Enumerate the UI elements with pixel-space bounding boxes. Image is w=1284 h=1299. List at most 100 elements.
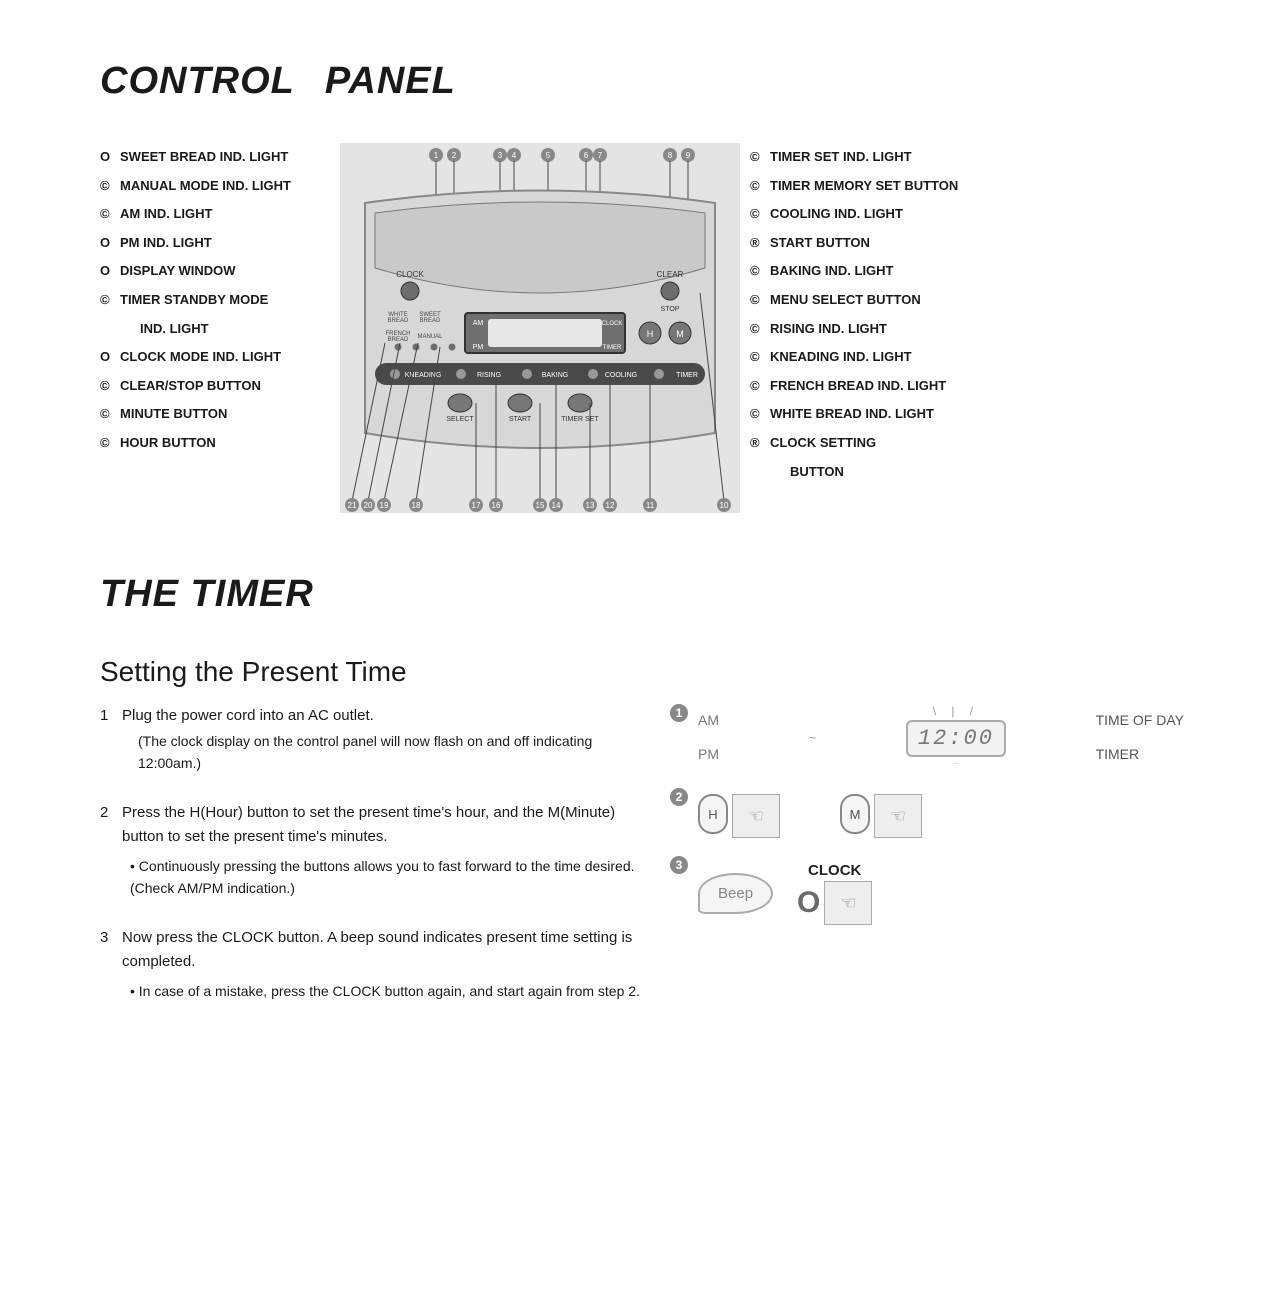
svg-text:21: 21 <box>348 501 357 510</box>
step-sub: (The clock display on the control panel … <box>122 730 640 775</box>
illus-number-2: 2 <box>670 788 688 806</box>
illus-time-of-day: TIME OF DAY <box>1096 712 1184 728</box>
label-row: ©MENU SELECT BUTTON <box>750 286 1010 315</box>
label-text: MINUTE BUTTON <box>120 400 227 429</box>
diagram-timer: TIMER <box>603 345 622 351</box>
label-text: HOUR BUTTON <box>120 429 216 458</box>
control-panel-diagram: 123456789 CLOCK CLEAR <box>340 143 740 513</box>
illus-beep: Beep <box>698 873 773 914</box>
bullet: © <box>750 400 764 429</box>
bullet: © <box>750 143 764 172</box>
label-row: ®START BUTTON <box>750 229 1010 258</box>
label-text-cont: BUTTON <box>770 458 844 487</box>
svg-text:TIMER: TIMER <box>676 372 698 379</box>
diagram-select: SELECT <box>446 416 474 423</box>
label-text: CLEAR/STOP BUTTON <box>120 372 261 401</box>
label-row: ©BAKING IND. LIGHT <box>750 257 1010 286</box>
step-bullet: • Continuously pressing the buttons allo… <box>122 855 640 900</box>
bullet: O <box>100 257 114 286</box>
label-text: COOLING IND. LIGHT <box>770 200 903 229</box>
bullet: ® <box>750 429 764 458</box>
svg-text:2: 2 <box>452 151 457 160</box>
bullet: © <box>750 343 764 372</box>
diagram-clock2: CLOCK <box>602 321 623 327</box>
illus-m-button: M <box>840 794 870 834</box>
label-text: PM IND. LIGHT <box>120 229 212 258</box>
steps-text-column: 1Plug the power cord into an AC outlet.(… <box>100 704 640 1028</box>
label-text: MENU SELECT BUTTON <box>770 286 921 315</box>
label-row: ®CLOCK SETTING <box>750 429 1010 458</box>
label-text: DISPLAY WINDOW <box>120 257 236 286</box>
label-row: ©MINUTE BUTTON <box>100 400 330 429</box>
step-number: 2 <box>100 801 114 900</box>
label-row: OCLOCK MODE IND. LIGHT <box>100 343 330 372</box>
bullet: © <box>100 429 114 458</box>
svg-text:16: 16 <box>492 501 501 510</box>
bullet: © <box>100 200 114 229</box>
svg-text:8: 8 <box>668 151 673 160</box>
steps-illustration-column: 1 AM PM ~ \ | / 12:00 ~ TIME OF DAY <box>670 704 1184 925</box>
step-text: Press the H(Hour) button to set the pres… <box>122 801 640 849</box>
label-row: ©HOUR BUTTON <box>100 429 330 458</box>
diagram-start: START <box>509 416 532 423</box>
svg-text:6: 6 <box>584 151 589 160</box>
svg-text:10: 10 <box>720 501 729 510</box>
bullet: ® <box>750 229 764 258</box>
label-text: WHITE BREAD IND. LIGHT <box>770 400 934 429</box>
step-text: Plug the power cord into an AC outlet. <box>122 704 640 728</box>
diagram-m: M <box>676 329 684 339</box>
label-row-cont: IND. LIGHT <box>100 315 330 344</box>
label-text: CLOCK SETTING <box>770 429 876 458</box>
illus-clock-o: O <box>797 886 820 920</box>
label-row: ©COOLING IND. LIGHT <box>750 200 1010 229</box>
illus-h-button: H <box>698 794 728 834</box>
illus-lcd: 12:00 <box>906 720 1006 757</box>
step-text: Now press the CLOCK button. A beep sound… <box>122 926 640 974</box>
svg-text:5: 5 <box>546 151 551 160</box>
bullet: O <box>100 229 114 258</box>
step: 2Press the H(Hour) button to set the pre… <box>100 801 640 900</box>
timer-title: THE TIMER <box>100 573 1184 616</box>
illus-am: AM <box>698 712 719 728</box>
illus-pm: PM <box>698 746 719 762</box>
label-text: MANUAL MODE IND. LIGHT <box>120 172 291 201</box>
hand-icon: ☜ <box>824 881 872 925</box>
step-bullet: • In case of a mistake, press the CLOCK … <box>122 980 640 1002</box>
label-text: CLOCK MODE IND. LIGHT <box>120 343 281 372</box>
label-text: SWEET BREAD IND. LIGHT <box>120 143 288 172</box>
label-row: ODISPLAY WINDOW <box>100 257 330 286</box>
hand-icon: ☜ <box>732 794 780 838</box>
right-label-column: ©TIMER SET IND. LIGHT©TIMER MEMORY SET B… <box>750 143 1010 486</box>
bullet: © <box>100 172 114 201</box>
svg-text:BREAD: BREAD <box>420 318 441 324</box>
illus-step-3: 3 Beep CLOCK O ☜ <box>670 856 1184 925</box>
label-row: ©TIMER STANDBY MODE <box>100 286 330 315</box>
label-text: AM IND. LIGHT <box>120 200 212 229</box>
svg-text:BREAD: BREAD <box>388 337 409 343</box>
label-text: TIMER SET IND. LIGHT <box>770 143 912 172</box>
label-row: ©FRENCH BREAD IND. LIGHT <box>750 372 1010 401</box>
svg-text:18: 18 <box>412 501 421 510</box>
diagram-stop-label: STOP <box>661 306 680 313</box>
label-row: OPM IND. LIGHT <box>100 229 330 258</box>
svg-text:1: 1 <box>434 151 439 160</box>
title-part2: PANEL <box>325 60 456 102</box>
svg-text:11: 11 <box>646 501 655 510</box>
timer-subtitle: Setting the Present Time <box>100 656 1184 688</box>
left-label-column: OSWEET BREAD IND. LIGHT©MANUAL MODE IND.… <box>100 143 330 458</box>
bullet: O <box>100 343 114 372</box>
svg-text:3: 3 <box>498 151 503 160</box>
illus-step-2: 2 H ☜ M ☜ <box>670 788 1184 838</box>
svg-text:BREAD: BREAD <box>388 318 409 324</box>
illus-timer: TIMER <box>1096 746 1184 762</box>
bullet: © <box>750 257 764 286</box>
diagram-clock-label: CLOCK <box>396 270 424 279</box>
label-text-cont: IND. LIGHT <box>120 315 209 344</box>
control-panel-section: OSWEET BREAD IND. LIGHT©MANUAL MODE IND.… <box>100 143 1184 513</box>
bullet: © <box>100 286 114 315</box>
svg-text:RISING: RISING <box>477 372 501 379</box>
label-row: ©TIMER MEMORY SET BUTTON <box>750 172 1010 201</box>
bullet: © <box>100 400 114 429</box>
bullet: © <box>100 372 114 401</box>
svg-text:BAKING: BAKING <box>542 372 568 379</box>
